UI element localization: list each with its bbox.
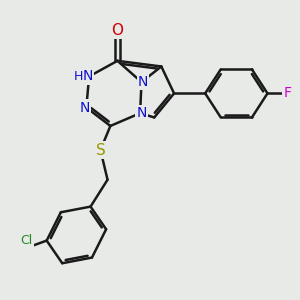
Text: N: N xyxy=(80,100,90,115)
Text: N: N xyxy=(136,106,147,120)
Text: O: O xyxy=(111,23,123,38)
Text: F: F xyxy=(284,86,292,100)
Text: N: N xyxy=(82,69,93,83)
Text: N: N xyxy=(138,75,148,89)
Text: S: S xyxy=(96,142,105,158)
Text: Cl: Cl xyxy=(20,234,33,247)
Text: H: H xyxy=(74,70,83,83)
